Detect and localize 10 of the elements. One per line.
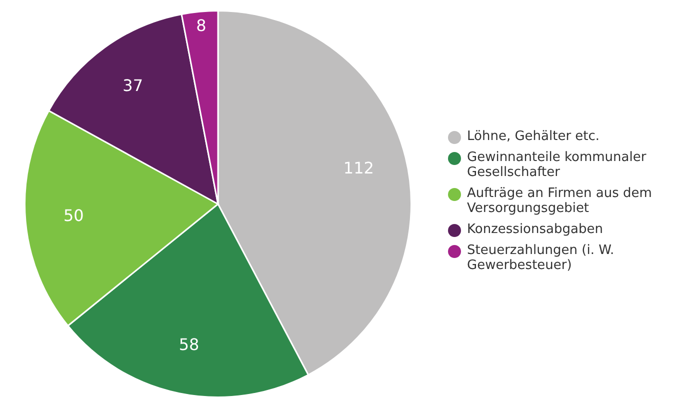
legend-label: Aufträge an Firmen aus dem Versorgungsgebiet — [467, 186, 653, 216]
legend-label: Gewinnanteile kommunaler Gesellschafter — [467, 150, 648, 180]
legend-label: Konzessionsabgaben — [467, 222, 603, 237]
data-label: 112 — [343, 158, 374, 178]
data-label: 8 — [196, 16, 206, 36]
data-label: 37 — [122, 76, 143, 95]
legend-label: Löhne, Gehälter etc. — [467, 129, 600, 144]
data-label: 58 — [178, 335, 200, 354]
data-label: 50 — [63, 206, 84, 226]
legend-label: Steuerzahlungen (i. W. Gewerbesteuer) — [467, 243, 616, 273]
